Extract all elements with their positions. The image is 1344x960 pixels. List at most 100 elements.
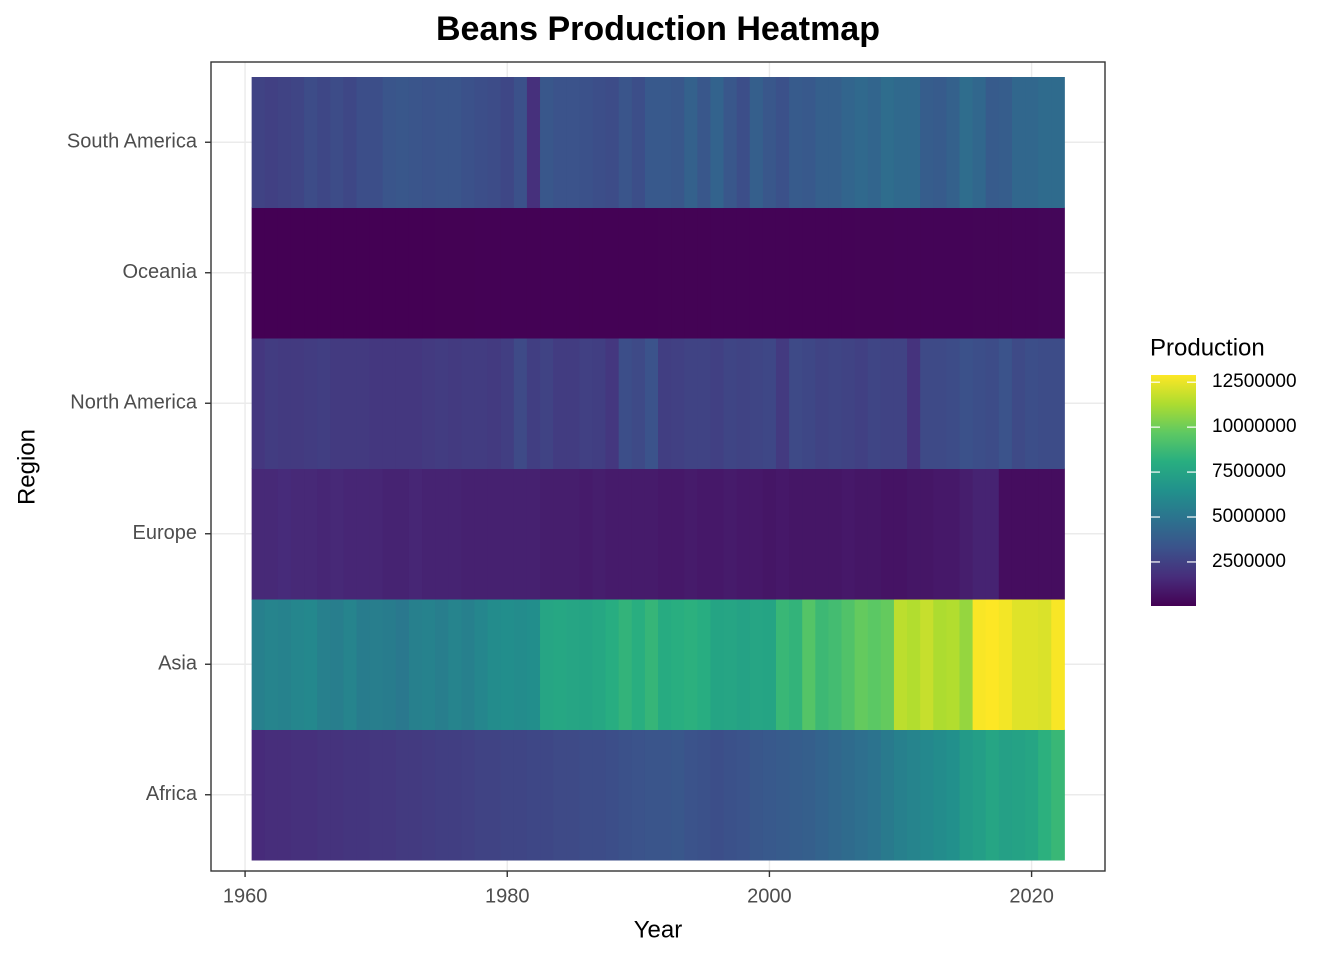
heat-tile bbox=[789, 599, 803, 730]
heat-tile bbox=[697, 599, 711, 730]
heat-tile bbox=[907, 207, 921, 339]
heat-tile bbox=[290, 77, 305, 208]
heat-tile bbox=[736, 338, 751, 469]
heat-tile bbox=[277, 77, 292, 208]
heat-tile bbox=[959, 77, 974, 208]
heat-tile bbox=[1051, 729, 1065, 861]
heat-tile bbox=[408, 729, 423, 861]
colorbar-label: 7500000 bbox=[1212, 461, 1286, 482]
heat-tile bbox=[959, 207, 974, 339]
heat-tile bbox=[343, 468, 358, 600]
heat-tile bbox=[775, 729, 790, 861]
heat-tile bbox=[343, 599, 358, 730]
heat-tile bbox=[579, 338, 593, 469]
heat-tile bbox=[998, 729, 1013, 861]
plot-border bbox=[210, 61, 1106, 872]
heat-tile bbox=[684, 729, 698, 861]
heat-tile bbox=[264, 338, 279, 469]
heat-tile bbox=[618, 599, 633, 730]
heat-tile bbox=[710, 338, 725, 469]
heat-tile bbox=[422, 599, 436, 730]
heat-tile bbox=[933, 729, 947, 861]
heat-tile bbox=[671, 599, 685, 730]
heat-tile bbox=[631, 207, 646, 339]
heat-tile bbox=[277, 729, 292, 861]
heat-tile bbox=[880, 207, 895, 339]
heat-tile bbox=[474, 338, 489, 469]
heat-tile bbox=[631, 338, 646, 469]
heat-tile bbox=[605, 729, 620, 861]
heat-tile bbox=[775, 599, 790, 730]
heat-tile bbox=[946, 207, 960, 339]
heat-tile bbox=[382, 207, 397, 339]
heat-tile bbox=[815, 207, 829, 339]
heat-tile bbox=[789, 338, 803, 469]
heat-tile bbox=[684, 207, 698, 339]
heat-tile bbox=[815, 599, 829, 730]
heat-tile bbox=[736, 207, 751, 339]
heat-tile bbox=[880, 468, 895, 600]
heat-tile bbox=[408, 77, 423, 208]
heat-tile bbox=[828, 599, 843, 730]
legend-title: Production bbox=[1150, 334, 1265, 361]
heat-tile bbox=[1051, 338, 1065, 469]
heat-tile bbox=[802, 77, 816, 208]
heat-tile bbox=[815, 468, 829, 600]
heat-tile bbox=[815, 338, 829, 469]
heat-tile bbox=[408, 599, 423, 730]
heat-tile bbox=[513, 729, 528, 861]
heat-tile bbox=[290, 338, 305, 469]
heat-tile bbox=[658, 77, 672, 208]
heat-tile bbox=[762, 729, 777, 861]
heat-tile bbox=[251, 77, 266, 208]
heat-tile bbox=[487, 77, 502, 208]
heat-tile bbox=[972, 729, 987, 861]
heat-tile bbox=[775, 338, 790, 469]
heat-tile bbox=[290, 729, 305, 861]
heat-tile bbox=[933, 338, 947, 469]
heat-tile bbox=[540, 77, 554, 208]
heat-tile bbox=[775, 77, 790, 208]
heat-tile bbox=[1051, 599, 1065, 730]
heat-tile bbox=[369, 468, 384, 600]
heat-tile bbox=[356, 207, 371, 339]
heat-tile bbox=[540, 729, 554, 861]
heat-tile bbox=[592, 729, 607, 861]
heat-tile bbox=[513, 77, 528, 208]
heat-tile bbox=[671, 77, 685, 208]
heat-tile bbox=[893, 77, 908, 208]
heat-tile bbox=[802, 729, 816, 861]
heat-tile bbox=[959, 468, 974, 600]
heat-tile bbox=[540, 207, 554, 339]
heat-tile bbox=[1025, 338, 1039, 469]
heat-tile bbox=[736, 468, 751, 600]
heat-tile bbox=[867, 77, 882, 208]
heat-tile bbox=[553, 207, 567, 339]
heat-tile bbox=[618, 207, 633, 339]
heat-tile bbox=[487, 338, 502, 469]
heat-tile bbox=[658, 207, 672, 339]
heat-tile bbox=[1051, 77, 1065, 208]
heat-tile bbox=[789, 468, 803, 600]
heat-tile bbox=[815, 77, 829, 208]
heat-tile bbox=[972, 207, 987, 339]
heat-tile bbox=[579, 599, 593, 730]
heat-tile bbox=[684, 468, 698, 600]
heat-tile bbox=[330, 468, 344, 600]
heat-tile bbox=[631, 77, 646, 208]
heat-tile bbox=[841, 338, 856, 469]
heat-tile bbox=[356, 599, 371, 730]
heat-tile bbox=[461, 207, 475, 339]
heat-tile bbox=[736, 599, 751, 730]
heat-tile bbox=[356, 77, 371, 208]
heat-tile bbox=[644, 599, 659, 730]
heat-tile bbox=[749, 207, 764, 339]
heat-tile bbox=[474, 207, 489, 339]
heat-tile bbox=[1011, 77, 1026, 208]
heat-tile bbox=[330, 729, 344, 861]
heat-tile bbox=[592, 599, 607, 730]
heat-tile bbox=[946, 338, 960, 469]
heat-tile bbox=[553, 77, 567, 208]
y-tick-label: Oceania bbox=[123, 261, 198, 283]
heat-tile bbox=[487, 207, 502, 339]
